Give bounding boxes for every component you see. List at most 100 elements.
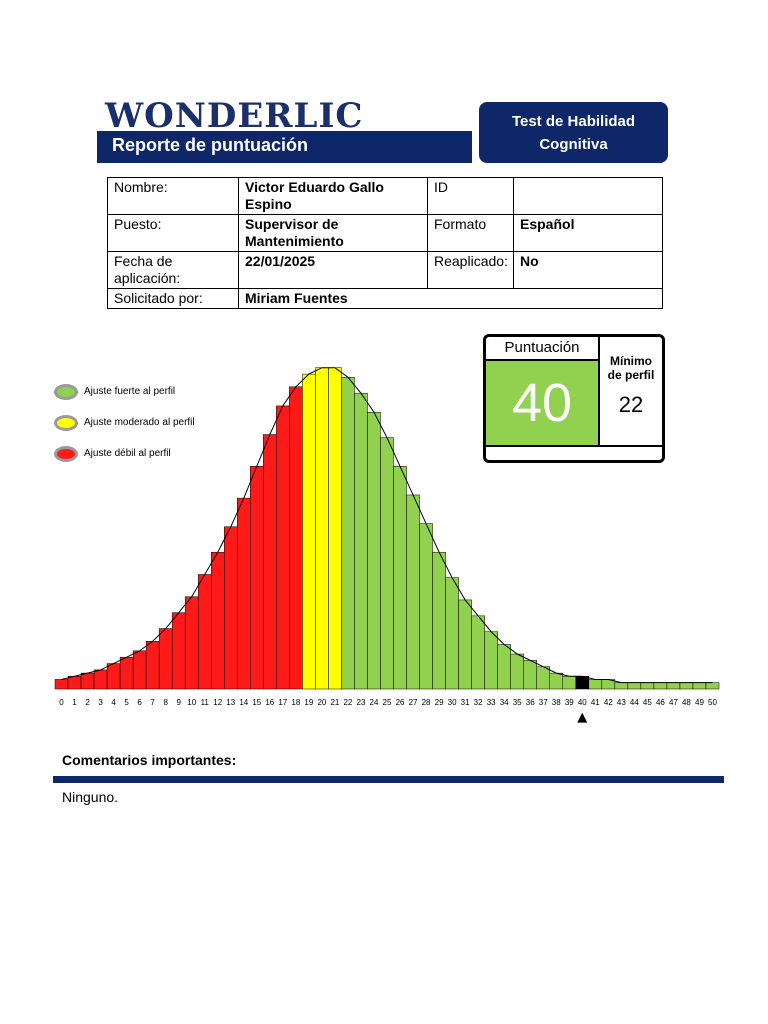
tick-label-36: 36 (526, 698, 535, 707)
legend-item-weak: Ajuste débil al perfil (54, 438, 195, 469)
bar-35 (510, 653, 524, 690)
tick-label-27: 27 (409, 698, 418, 707)
tick-label-5: 5 (124, 698, 129, 707)
tick-label-19: 19 (304, 698, 313, 707)
tick-label-43: 43 (617, 698, 626, 707)
comments-divider (53, 776, 724, 783)
tick-label-23: 23 (357, 698, 366, 707)
score-label: Puntuación (486, 337, 598, 361)
bar-39 (562, 676, 577, 690)
test-title-box: Test de Habilidad Cognitiva (479, 102, 668, 163)
tick-label-10: 10 (187, 698, 196, 707)
tick-label-9: 9 (176, 698, 181, 707)
minimum-value: 22 (618, 392, 644, 417)
puesto-line1: Supervisor de (245, 216, 339, 232)
fecha-label-line2: aplicación: (114, 270, 181, 286)
tick-label-13: 13 (226, 698, 235, 707)
yellow-dot-icon (54, 414, 78, 431)
bar-14 (237, 497, 251, 690)
tick-label-3: 3 (98, 698, 103, 707)
table-row: Nombre: Victor Eduardo Gallo Espino ID (107, 177, 663, 215)
puesto-line2: Mantenimiento (245, 233, 344, 249)
solicitado-label: Solicitado por: (107, 288, 239, 309)
bar-50 (705, 682, 720, 690)
tick-label-15: 15 (252, 698, 261, 707)
bar-21 (328, 367, 342, 690)
tick-label-14: 14 (239, 698, 248, 707)
id-label: ID (427, 177, 514, 215)
tick-label-20: 20 (317, 698, 326, 707)
bar-27 (406, 494, 420, 690)
bar-49 (692, 682, 707, 690)
bar-37 (536, 666, 551, 690)
bar-26 (393, 466, 407, 690)
wonderlic-logo: WONDERLIC (105, 96, 364, 136)
bar-15 (250, 466, 264, 690)
tick-label-30: 30 (448, 698, 457, 707)
bar-17 (276, 405, 290, 690)
bar-30 (445, 577, 459, 690)
tick-label-40: 40 (578, 698, 587, 707)
bar-29 (432, 551, 446, 690)
bar-12 (210, 551, 225, 690)
report-title-bar: Reporte de puntuación (97, 131, 472, 163)
bar-36 (523, 660, 537, 690)
tick-label-28: 28 (422, 698, 431, 707)
bar-41 (588, 679, 603, 690)
bar-46 (653, 682, 668, 690)
bar-33 (484, 631, 498, 690)
legend-item-strong: Ajuste fuerte al perfil (54, 376, 195, 407)
minimum-label-line2: de perfil (607, 368, 655, 382)
bars-group (54, 367, 720, 690)
bell-curve (61, 367, 713, 684)
bar-38 (549, 672, 564, 690)
minimum-panel: Mínimo de perfil 22 (600, 337, 662, 445)
tick-label-18: 18 (291, 698, 300, 707)
bar-4 (106, 663, 121, 690)
tick-label-17: 17 (278, 698, 287, 707)
tick-label-35: 35 (513, 698, 522, 707)
tick-label-4: 4 (111, 698, 116, 707)
tick-label-6: 6 (137, 698, 142, 707)
bar-10 (184, 596, 199, 690)
bar-22 (341, 377, 355, 690)
bar-31 (458, 599, 472, 690)
green-dot-icon (54, 383, 78, 400)
bar-23 (354, 392, 368, 690)
bar-47 (666, 682, 681, 690)
nombre-value: Victor Eduardo Gallo Espino (238, 177, 428, 215)
bar-32 (471, 615, 485, 690)
bar-20 (315, 367, 329, 690)
bar-13 (224, 526, 238, 690)
tick-label-33: 33 (487, 698, 496, 707)
bar-9 (171, 612, 186, 690)
formato-label: Formato (427, 214, 514, 252)
legend-label-moderate: Ajuste moderado al perfil (84, 417, 195, 428)
tick-label-29: 29 (435, 698, 444, 707)
bar-2 (80, 672, 95, 690)
nombre-line2: Espino (245, 196, 292, 212)
reaplicado-label: Reaplicado: (427, 251, 514, 289)
score-marker-icon: ▲ (577, 710, 587, 725)
bar-7 (145, 641, 160, 690)
tick-label-12: 12 (213, 698, 222, 707)
tick-label-49: 49 (695, 698, 704, 707)
formato-value: Español (513, 214, 663, 252)
red-dot-icon (54, 445, 78, 462)
bar-5 (119, 656, 134, 690)
fecha-label-line1: Fecha de (114, 253, 173, 269)
bar-25 (380, 437, 394, 690)
comments-text: Ninguno. (62, 789, 119, 805)
nombre-label: Nombre: (107, 177, 239, 215)
tick-label-7: 7 (150, 698, 155, 707)
table-row: Fecha de aplicación: 22/01/2025 Reaplica… (107, 251, 663, 289)
table-row: Puesto: Supervisor de Mantenimiento Form… (107, 214, 663, 252)
fecha-label: Fecha de aplicación: (107, 251, 239, 289)
bar-28 (419, 523, 433, 690)
tick-label-45: 45 (643, 698, 652, 707)
id-value (513, 177, 663, 215)
tick-label-16: 16 (265, 698, 274, 707)
nombre-line1: Victor Eduardo Gallo (245, 179, 384, 195)
solicitado-value: Miriam Fuentes (238, 288, 663, 309)
tick-label-31: 31 (461, 698, 470, 707)
